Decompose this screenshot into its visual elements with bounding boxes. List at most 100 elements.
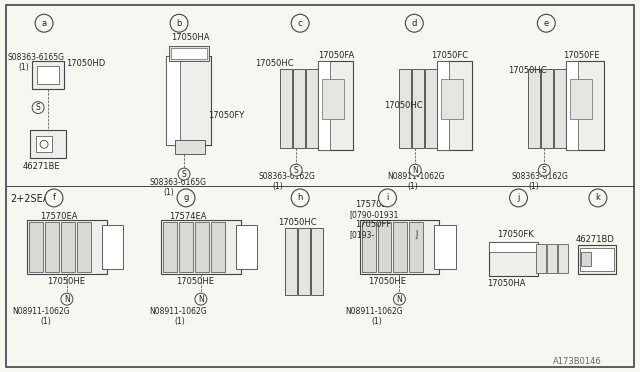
Text: (1): (1) — [407, 182, 418, 191]
Text: S: S — [182, 170, 186, 179]
Bar — [30, 131, 66, 158]
Text: 17050HC: 17050HC — [255, 59, 294, 68]
Bar — [36, 137, 52, 152]
Text: (1): (1) — [163, 188, 174, 197]
Circle shape — [394, 293, 405, 305]
Bar — [489, 241, 538, 276]
Text: 17050FF: 17050FF — [355, 220, 391, 229]
Circle shape — [405, 14, 423, 32]
Text: (1): (1) — [372, 317, 382, 326]
Bar — [570, 79, 592, 119]
Circle shape — [170, 14, 188, 32]
Bar — [161, 220, 241, 274]
Bar — [566, 61, 604, 150]
Bar — [536, 244, 547, 273]
Bar — [318, 61, 353, 150]
Bar — [169, 46, 209, 61]
Circle shape — [410, 164, 421, 176]
Circle shape — [291, 189, 309, 207]
Text: c: c — [298, 19, 303, 28]
Text: (1): (1) — [273, 182, 283, 191]
Text: S08363-6162G: S08363-6162G — [259, 172, 316, 181]
Bar — [77, 222, 91, 272]
Text: g: g — [183, 193, 189, 202]
Text: S08363-6162G: S08363-6162G — [511, 172, 568, 181]
Bar — [437, 61, 472, 150]
Text: 17050FA: 17050FA — [318, 51, 355, 60]
Text: k: k — [595, 193, 600, 202]
Circle shape — [378, 189, 396, 207]
Text: 17050HE: 17050HE — [367, 277, 406, 286]
Circle shape — [61, 293, 73, 305]
Bar — [410, 222, 423, 272]
Bar — [378, 222, 392, 272]
Text: N: N — [64, 295, 70, 304]
Bar — [437, 61, 449, 150]
Circle shape — [32, 102, 44, 113]
Bar — [434, 225, 456, 269]
Bar — [37, 66, 59, 84]
Bar — [29, 222, 43, 272]
Text: b: b — [177, 19, 182, 28]
Bar — [489, 241, 538, 251]
Bar — [554, 69, 566, 148]
Text: 46271BE: 46271BE — [22, 162, 60, 171]
Text: N08911-1062G: N08911-1062G — [345, 307, 403, 316]
Text: h: h — [298, 193, 303, 202]
Text: f: f — [52, 193, 56, 202]
Text: N08911-1062G: N08911-1062G — [12, 307, 70, 316]
Circle shape — [538, 14, 556, 32]
Bar — [166, 56, 211, 145]
Text: [0193-: [0193- — [350, 230, 375, 239]
Text: 17050FE: 17050FE — [563, 51, 600, 60]
Text: S: S — [36, 103, 40, 112]
Text: 17050HD: 17050HD — [66, 59, 105, 68]
Text: 17570E: 17570E — [355, 200, 387, 209]
Bar — [412, 69, 424, 148]
Bar — [541, 69, 553, 148]
Text: S08363-6165G: S08363-6165G — [149, 178, 206, 187]
Circle shape — [509, 189, 527, 207]
Text: (1): (1) — [529, 182, 539, 191]
Circle shape — [40, 140, 48, 148]
Text: 17050HE: 17050HE — [47, 277, 85, 286]
Text: N08911-1062G: N08911-1062G — [149, 307, 207, 316]
Text: 17050HC: 17050HC — [385, 101, 423, 110]
Text: S08363-6165G: S08363-6165G — [7, 53, 65, 62]
Bar — [166, 56, 180, 145]
Text: 17050HA: 17050HA — [487, 279, 525, 288]
Text: (1): (1) — [174, 317, 185, 326]
Text: 17050HA: 17050HA — [171, 33, 210, 42]
Circle shape — [290, 164, 302, 176]
Circle shape — [178, 168, 190, 180]
Text: a: a — [42, 19, 47, 28]
Bar — [211, 222, 225, 272]
Text: N08911-1062G: N08911-1062G — [387, 172, 445, 181]
Text: 17050FY: 17050FY — [208, 110, 244, 119]
Bar — [163, 222, 177, 272]
Bar — [529, 69, 540, 148]
Text: 17050FC: 17050FC — [431, 51, 468, 60]
Bar — [236, 225, 257, 269]
Bar — [581, 253, 591, 266]
Text: [0790-01931: [0790-01931 — [350, 210, 399, 219]
Bar — [360, 220, 439, 274]
Bar — [425, 69, 437, 148]
Text: S: S — [542, 166, 547, 174]
Text: j: j — [517, 193, 520, 202]
Bar — [566, 61, 578, 150]
Bar — [318, 61, 330, 150]
Bar — [394, 222, 407, 272]
Bar — [298, 228, 310, 295]
Bar — [285, 228, 297, 295]
Text: J: J — [415, 230, 417, 239]
Bar — [171, 48, 207, 59]
Bar — [45, 222, 59, 272]
Circle shape — [177, 189, 195, 207]
Bar — [61, 222, 75, 272]
Text: 17050HC: 17050HC — [509, 66, 547, 75]
Text: 17050FK: 17050FK — [497, 230, 533, 239]
Text: A173B0146: A173B0146 — [553, 357, 602, 366]
Text: d: d — [412, 19, 417, 28]
Bar — [578, 244, 616, 274]
